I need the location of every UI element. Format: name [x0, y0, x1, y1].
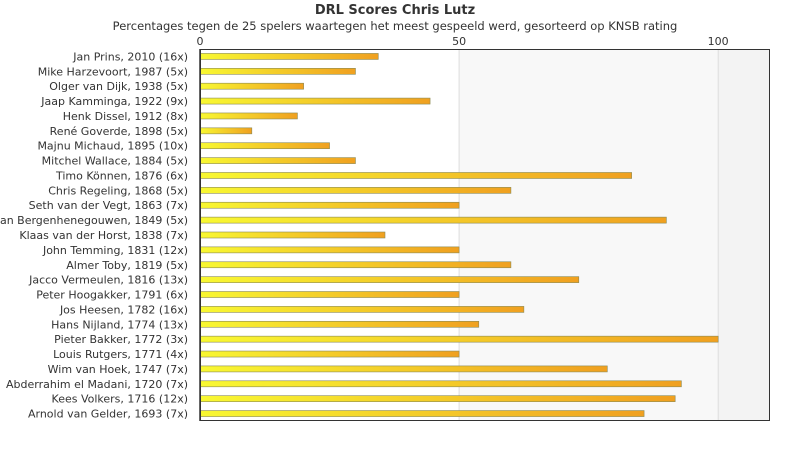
category-label: Majnu Michaud, 1895 (10x)	[37, 140, 188, 153]
category-label: Louis Rutgers, 1771 (4x)	[53, 348, 188, 361]
x-tick-label: 0	[197, 35, 204, 48]
bar	[199, 127, 253, 135]
x-tick-label: 50	[452, 35, 466, 48]
category-label: René Goverde, 1898 (5x)	[50, 125, 188, 138]
bar	[199, 68, 356, 75]
bar	[199, 82, 304, 90]
bar	[199, 335, 719, 343]
bar	[199, 246, 460, 254]
category-label: Jos Heesen, 1782 (16x)	[59, 303, 188, 316]
bar	[199, 97, 431, 105]
category-label: Almer Toby, 1819 (5x)	[66, 259, 188, 272]
category-label: Hans Nijland, 1774 (13x)	[51, 318, 188, 331]
bar	[199, 320, 480, 328]
category-label: Wim van Hoek, 1747 (7x)	[48, 363, 188, 376]
bar	[199, 261, 512, 269]
bar	[199, 53, 379, 60]
bar	[199, 172, 632, 179]
category-label: Jan Prins, 2010 (16x)	[72, 50, 188, 63]
bar	[199, 276, 580, 283]
bar	[199, 231, 386, 239]
bar	[199, 142, 330, 150]
chart-subtitle: Percentages tegen de 25 spelers waartege…	[112, 19, 678, 33]
category-label: Abderrahim el Madani, 1720 (7x)	[6, 378, 188, 391]
bar	[199, 395, 676, 402]
bar	[199, 365, 608, 373]
category-label: John Temming, 1831 (12x)	[42, 244, 188, 257]
category-label: van Bergenhenegouwen, 1849 (5x)	[0, 214, 188, 227]
plot-band-100-110	[718, 49, 770, 421]
bar	[199, 350, 460, 358]
category-label: Timo Können, 1876 (6x)	[55, 169, 188, 182]
category-label: Mike Harzevoort, 1987 (5x)	[38, 65, 188, 78]
category-label: Mitchel Wallace, 1884 (5x)	[42, 155, 188, 168]
category-label: Jacco Vermeulen, 1816 (13x)	[28, 274, 188, 287]
plot-band-50-100	[459, 49, 719, 421]
category-label: Peter Hoogakker, 1791 (6x)	[36, 289, 188, 302]
category-label: Chris Regeling, 1868 (5x)	[48, 184, 188, 197]
bar	[199, 187, 512, 194]
category-label: Seth van der Vegt, 1863 (7x)	[29, 199, 188, 212]
category-label: Henk Dissel, 1912 (8x)	[63, 110, 188, 123]
bar	[199, 201, 460, 209]
category-label: Kees Volkers, 1716 (12x)	[52, 393, 188, 406]
bar	[199, 410, 645, 417]
category-label: Pieter Bakker, 1772 (3x)	[54, 333, 188, 346]
bar	[199, 112, 298, 120]
x-tick-label: 100	[708, 35, 729, 48]
bar	[199, 380, 682, 388]
bar	[199, 157, 356, 164]
category-label: Jaap Kamminga, 1922 (9x)	[40, 95, 188, 108]
category-label: Klaas van der Horst, 1838 (7x)	[19, 229, 188, 242]
category-label: Olger van Dijk, 1938 (5x)	[49, 80, 188, 93]
chart-title: DRL Scores Chris Lutz	[314, 3, 476, 18]
bar	[199, 291, 460, 298]
bar	[199, 306, 525, 313]
bar	[199, 216, 667, 224]
category-label: Arnold van Gelder, 1693 (7x)	[28, 408, 188, 421]
